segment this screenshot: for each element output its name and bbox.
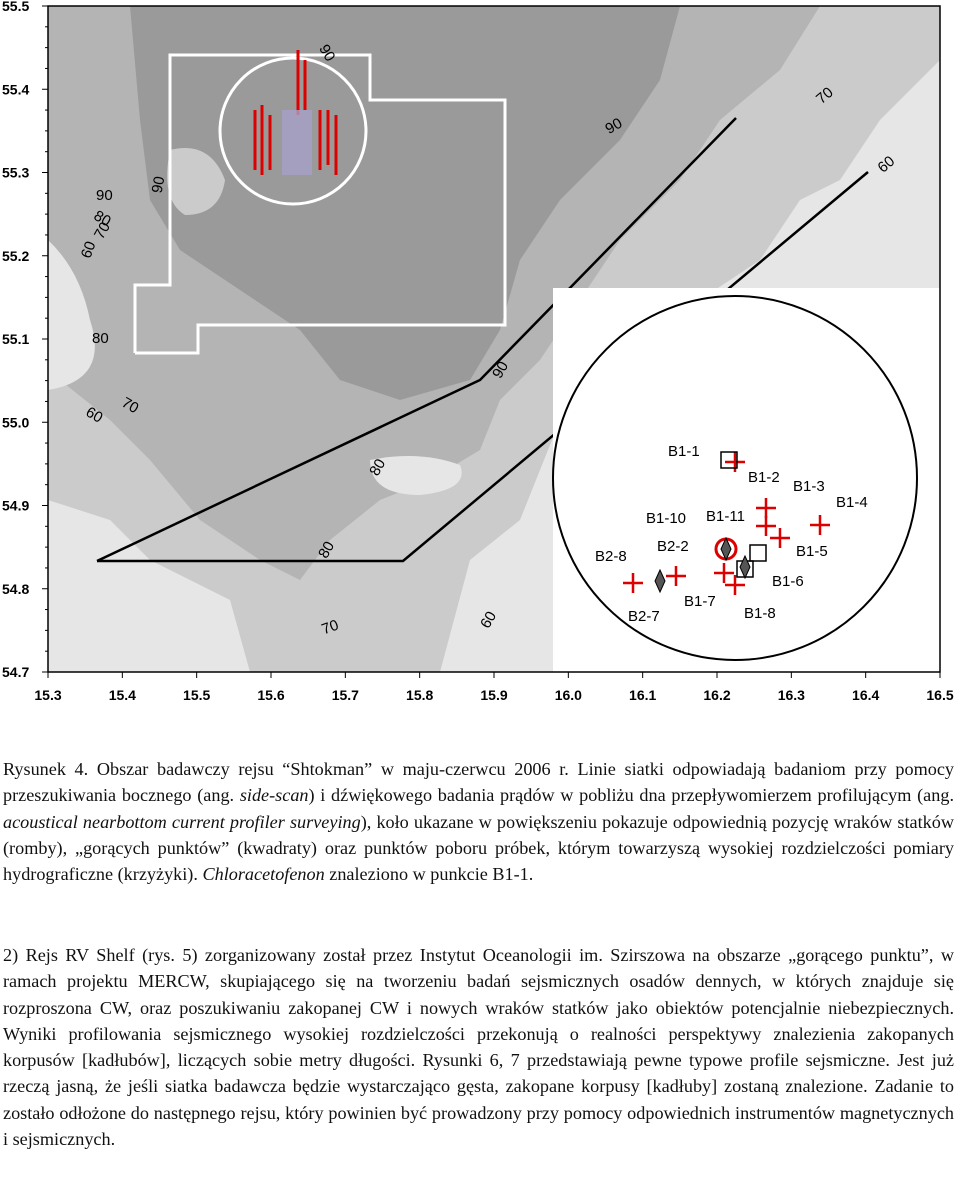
- x-tick-label: 16.4: [852, 687, 879, 700]
- contour-label: 90: [315, 42, 338, 65]
- station-label: B1-1: [668, 443, 700, 460]
- survey-grid: [282, 110, 312, 175]
- map-figure: 55.5 55.4 55.3 55.2 55.1 55.0 54.9 54.8 54.7 15.3…: [2, 0, 954, 700]
- station-label: B1-11: [706, 508, 745, 525]
- x-tick-label: 15.7: [332, 687, 359, 700]
- station-label: B2-8: [595, 548, 627, 565]
- caption-text: znaleziono w punkcie B1-1.: [324, 864, 534, 885]
- contour-label: 70: [319, 617, 340, 639]
- x-tick-label: 16.3: [778, 687, 805, 700]
- contours: [48, 6, 940, 672]
- sample-crosses: [623, 452, 830, 595]
- x-tick-label: 15.9: [480, 687, 507, 700]
- caption: Rysunek 4. Obszar badawczy rejsu “Shtokm…: [3, 756, 954, 887]
- x-tick-label: 15.8: [406, 687, 433, 700]
- x-tick-label: 15.6: [257, 687, 284, 700]
- contour-label: 60: [477, 608, 500, 631]
- contour-label: 90: [489, 358, 512, 381]
- caption-italic: Chloracetofenon: [202, 864, 325, 885]
- x-tick-label: 16.2: [703, 687, 730, 700]
- x-tick-label: 15.4: [109, 687, 136, 700]
- x-tick-label: 16.1: [629, 687, 656, 700]
- survey-tracks: [253, 50, 338, 175]
- station-label: B1-7: [684, 593, 716, 610]
- survey-area: [133, 53, 507, 355]
- inset: [553, 288, 940, 672]
- y-tick-label: 55.0: [2, 414, 29, 430]
- station-label: B1-3: [793, 478, 825, 495]
- x-tick-label: 16.0: [555, 687, 582, 700]
- contour-label: 80: [91, 207, 114, 230]
- contour-label: 90: [149, 175, 169, 194]
- station-label: B1-8: [744, 605, 776, 622]
- x-tick-label: 15.3: [34, 687, 61, 700]
- contour-label: 80: [366, 456, 389, 479]
- caption-italic: acoustical nearbottom current profiler s…: [3, 811, 361, 832]
- caption-text: ) i dźwiękowego badania prądów w pobliżu…: [308, 785, 954, 806]
- x-tick-label: 16.5: [926, 687, 953, 700]
- y-tick-label: 55.1: [2, 331, 29, 347]
- contour-label: 90: [602, 115, 625, 138]
- caption-text: Rysunek 4. Obszar badawczy rejsu “Shtokm…: [3, 759, 954, 806]
- station-label: B1-6: [772, 573, 804, 590]
- station-label: B1-2: [748, 469, 780, 486]
- y-tick-label: 55.2: [2, 248, 29, 264]
- contour-label: 80: [92, 330, 109, 347]
- station-label: B1-4: [836, 494, 868, 511]
- station-label: B2-2: [657, 538, 689, 555]
- y-tick-label: 54.7: [2, 664, 29, 680]
- caption-text: ), koło ukazane w powiększeniu pokazuje …: [3, 811, 954, 885]
- survey-circle: [218, 56, 368, 206]
- wrecks: [654, 536, 751, 594]
- inset-circle: [552, 295, 918, 661]
- contour-label: 90: [96, 187, 113, 204]
- axes: 55.5 55.4 55.3 55.2 55.1 55.0 54.9 54.8 54.7 15.3…: [2, 0, 954, 700]
- station-label: B1-5: [796, 543, 828, 560]
- station-label: B2-7: [628, 608, 660, 625]
- hot-spots: [720, 451, 767, 578]
- y-tick-label: 55.4: [2, 81, 29, 97]
- y-tick-label: 54.8: [2, 581, 29, 597]
- contour-label: 70: [119, 394, 142, 417]
- contour-label: 70: [91, 219, 114, 242]
- x-tick-label: 15.5: [183, 687, 210, 700]
- y-tick-label: 54.9: [2, 498, 29, 514]
- contour-label: 60: [78, 239, 100, 260]
- track-line: [96, 117, 737, 563]
- contour-label: 80: [315, 538, 338, 561]
- station-labels: B1-1 B1-2 B1-3 B1-4 B1-10 B1-11 B2-2 B2-…: [595, 443, 868, 625]
- y-tick-label: 55.3: [2, 165, 29, 181]
- station-label: B1-10: [646, 510, 686, 527]
- paragraph: 2) Rejs RV Shelf (rys. 5) zorganizowany …: [3, 945, 954, 1150]
- y-tick-label: 55.5: [2, 0, 29, 14]
- caption-italic: side-scan: [239, 785, 309, 806]
- contour-label: 60: [83, 404, 106, 427]
